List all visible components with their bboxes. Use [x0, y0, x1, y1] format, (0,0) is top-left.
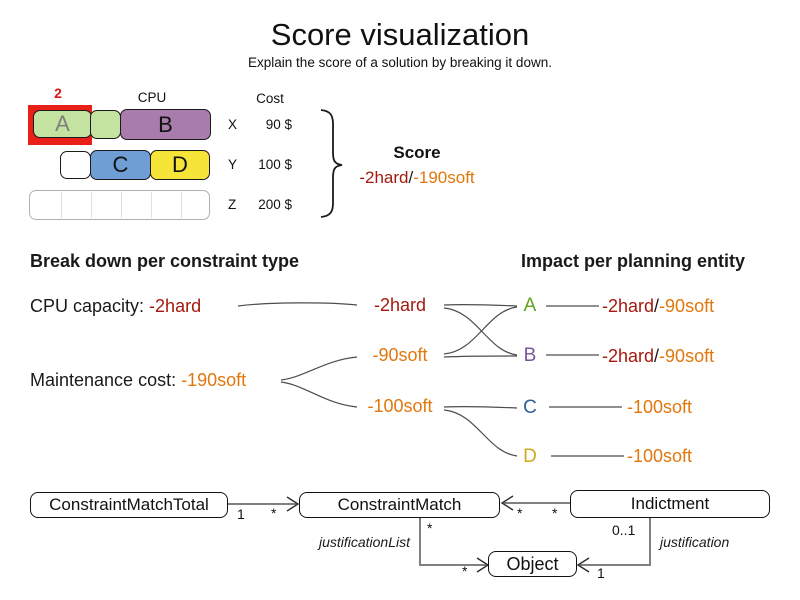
- uml-box-constraint-match[interactable]: ConstraintMatch: [299, 492, 500, 518]
- cpu-header-label: CPU: [137, 90, 167, 105]
- brace-shape: [320, 109, 343, 218]
- mult-cmt-one: 1: [237, 506, 245, 522]
- process-block-b[interactable]: B: [120, 109, 211, 140]
- machine-z-cost: 200 $: [258, 197, 292, 212]
- entity-d: D: [523, 446, 537, 467]
- match-node-2hard: -2hard: [373, 295, 427, 315]
- impact-heading: Impact per planning entity: [521, 251, 746, 271]
- entity-a-hard: -2hard: [602, 296, 655, 316]
- score-hard: -2hard: [359, 168, 409, 187]
- entity-b-hard: -2hard: [602, 346, 655, 366]
- constraint-maintenance-cost: Maintenance cost: -190soft: [30, 370, 246, 391]
- machine-z-label: Z: [228, 197, 237, 212]
- machine-x-label: X: [228, 117, 238, 132]
- constraint-maintenance-label: Maintenance cost:: [30, 370, 182, 390]
- machine-y-label: Y: [228, 157, 238, 172]
- process-block-a[interactable]: A: [33, 110, 92, 138]
- highlight-count-badge: 2: [54, 85, 62, 101]
- uml-box-constraint-match-total[interactable]: ConstraintMatchTotal: [30, 492, 228, 518]
- process-c-label: C: [112, 152, 129, 177]
- breakdown-heading: Break down per constraint type: [30, 251, 300, 271]
- entity-a: A: [523, 295, 537, 316]
- constraint-cpu-label: CPU capacity:: [30, 296, 150, 316]
- mult-cm-obj-many: *: [427, 520, 433, 536]
- entity-b-soft: -90soft: [659, 346, 715, 366]
- process-block-d[interactable]: D: [150, 150, 210, 180]
- constraint-maintenance-value: -190soft: [181, 370, 247, 390]
- entity-b-separator: /: [654, 346, 660, 366]
- machine-z-empty-bar: [29, 190, 210, 220]
- page-title: Score visualization: [270, 17, 530, 52]
- constraint-cpu-value: -2hard: [149, 296, 202, 316]
- constraint-cpu-capacity: CPU capacity: -2hard: [30, 296, 201, 317]
- cell-divider: [121, 192, 122, 218]
- entity-b: B: [523, 345, 537, 366]
- process-block-small[interactable]: [90, 110, 121, 139]
- breakdown-connectors: [237, 302, 624, 457]
- mult-ind-side-many: *: [552, 505, 558, 521]
- cell-divider: [151, 192, 152, 218]
- mult-obj-right-one: 1: [597, 565, 605, 581]
- field-justification: justification: [660, 534, 730, 550]
- entity-d-score: -100soft: [627, 446, 693, 466]
- score-separator: /: [408, 168, 414, 187]
- mult-ind-optional: 0..1: [612, 522, 636, 538]
- process-b-label: B: [158, 111, 173, 137]
- match-node-100soft: -100soft: [367, 396, 433, 416]
- mult-cm-side-many: *: [517, 505, 523, 521]
- empty-slot-block[interactable]: [60, 151, 91, 179]
- machine-y-cost: 100 $: [258, 157, 292, 172]
- process-block-c[interactable]: C: [90, 150, 151, 180]
- process-a-label: A: [55, 111, 70, 136]
- entity-a-separator: /: [654, 296, 660, 316]
- cell-divider: [61, 192, 62, 218]
- cell-divider: [91, 192, 92, 218]
- entity-a-soft: -90soft: [659, 296, 715, 316]
- uml-box-indictment[interactable]: Indictment: [570, 490, 770, 518]
- page-subtitle: Explain the score of a solution by break…: [248, 55, 552, 70]
- score-soft: -190soft: [413, 168, 475, 187]
- mult-obj-left-many: *: [462, 563, 468, 579]
- cost-header-label: Cost: [256, 91, 284, 106]
- field-justification-list: justificationList: [318, 534, 410, 550]
- uml-box-object[interactable]: Object: [488, 551, 577, 577]
- entity-b-score: -2hard/-90soft: [602, 346, 714, 367]
- match-node-90soft: -90soft: [372, 345, 428, 365]
- cell-divider: [181, 192, 182, 218]
- entity-c: C: [523, 397, 537, 418]
- score-label: Score: [393, 143, 441, 162]
- entity-c-score: -100soft: [627, 397, 693, 417]
- entity-a-score: -2hard/-90soft: [602, 296, 714, 317]
- process-d-label: D: [172, 152, 188, 177]
- machine-x-cost: 90 $: [265, 117, 292, 132]
- mult-cm-many: *: [271, 505, 277, 521]
- score-value: -2hard/-190soft: [340, 168, 494, 188]
